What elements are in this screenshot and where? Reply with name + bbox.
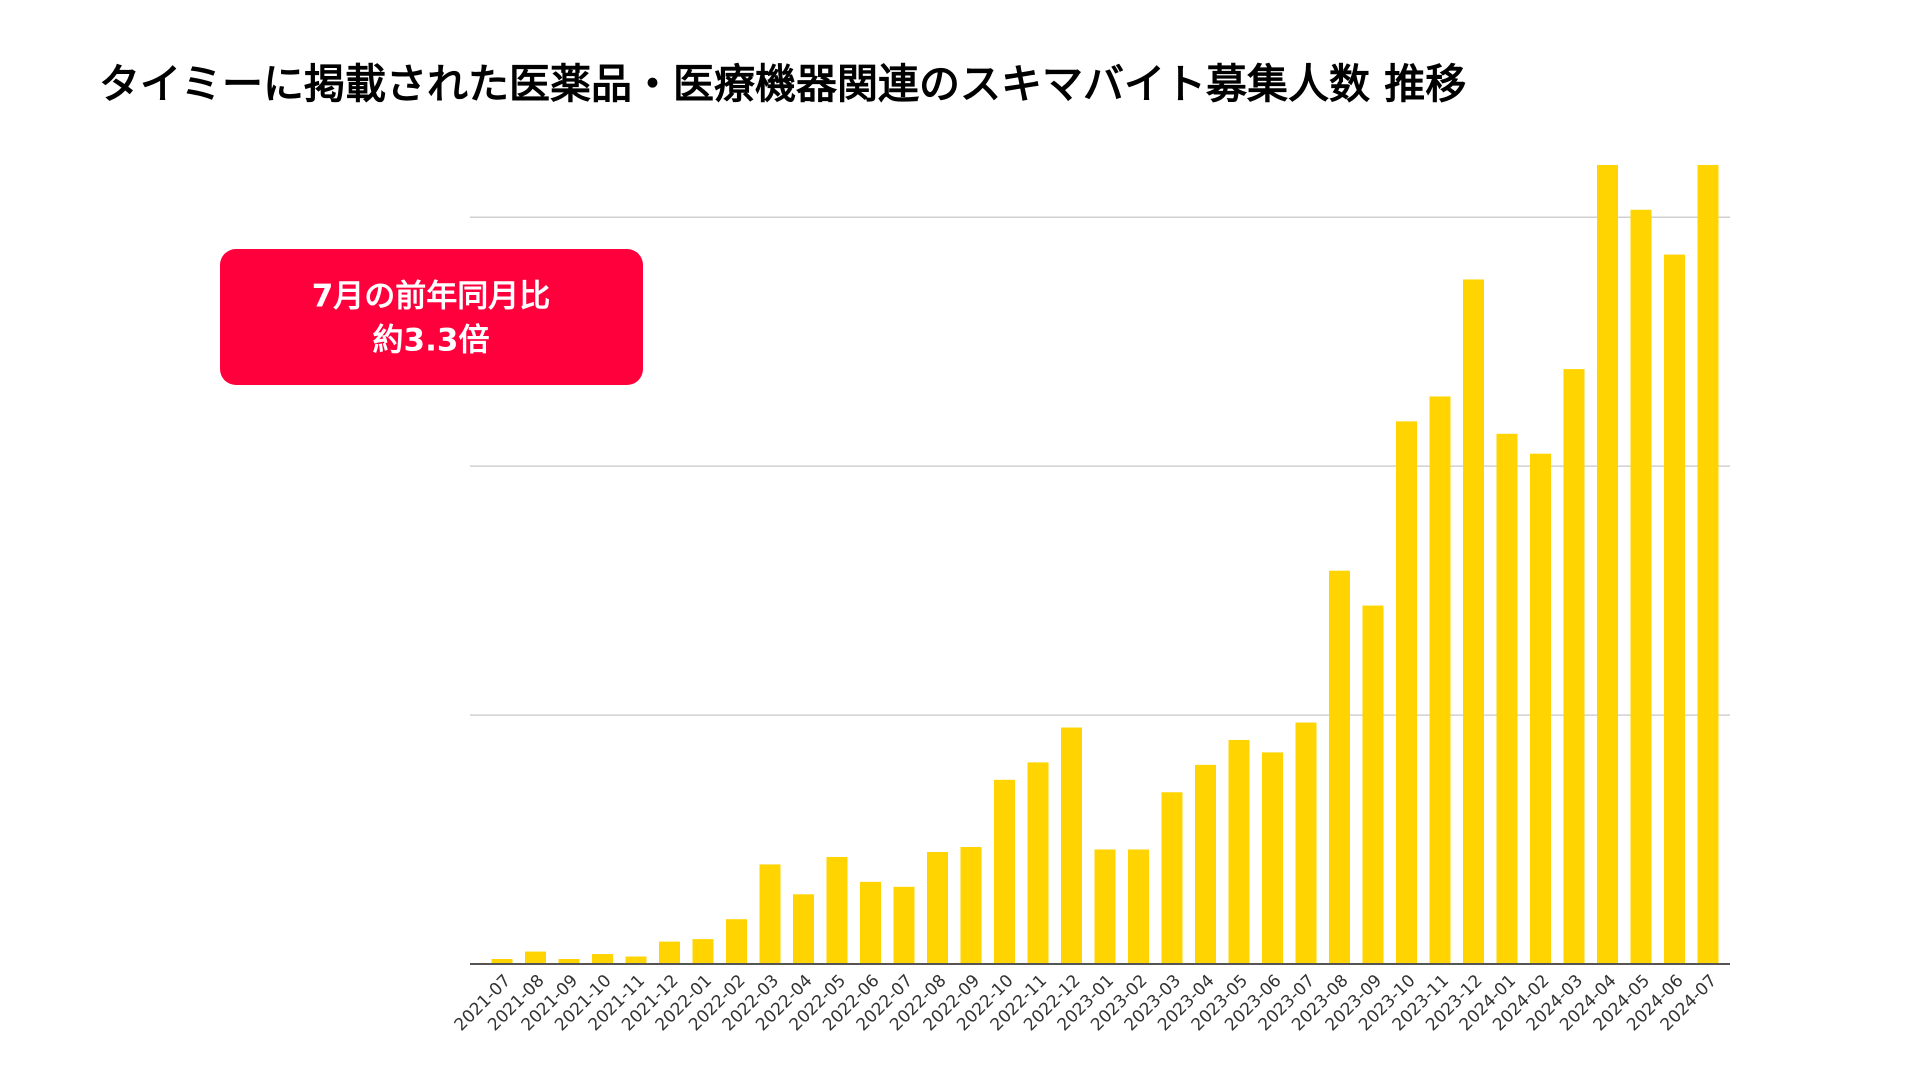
bar: [1697, 164, 1719, 965]
bar: [1664, 254, 1685, 965]
bar: [1262, 752, 1283, 964]
bar: [1563, 369, 1585, 964]
bar: [994, 779, 1015, 964]
bar: [826, 856, 848, 964]
bar: [1429, 396, 1451, 964]
annotation: 7月の前年同月比: [312, 279, 551, 315]
bar: [1597, 164, 1618, 965]
annotation-box: [220, 249, 643, 385]
bar: [692, 939, 714, 964]
bar: [726, 919, 747, 964]
bar: [1027, 762, 1049, 964]
bar: [1128, 849, 1149, 964]
bar: [1228, 739, 1250, 964]
bar: [1362, 605, 1384, 964]
bar: [558, 959, 580, 964]
bar: [793, 894, 814, 964]
bar: [893, 886, 915, 964]
bar: [1061, 727, 1082, 964]
bar: [1463, 279, 1484, 964]
bar: [1530, 453, 1551, 964]
chart-title: タイミーに掲載された医薬品・医療機器関連のスキマバイト募集人数 推移: [99, 60, 1466, 108]
bar: [592, 954, 613, 964]
bar: [525, 951, 546, 964]
bar: [1094, 849, 1116, 964]
bar: [491, 959, 513, 964]
annotation: 約3.3倍: [373, 323, 490, 359]
bar: [1496, 433, 1518, 965]
bar: [1161, 792, 1183, 964]
bar: [927, 851, 948, 964]
bar: [625, 956, 647, 964]
bar: [1195, 764, 1216, 964]
bar: [759, 864, 781, 964]
bar: [860, 881, 881, 964]
bar: [1396, 421, 1417, 965]
bar: [659, 941, 680, 964]
bar: [1295, 722, 1317, 964]
bar: [960, 847, 982, 964]
bar: [1630, 209, 1652, 965]
bar: [1329, 570, 1350, 964]
